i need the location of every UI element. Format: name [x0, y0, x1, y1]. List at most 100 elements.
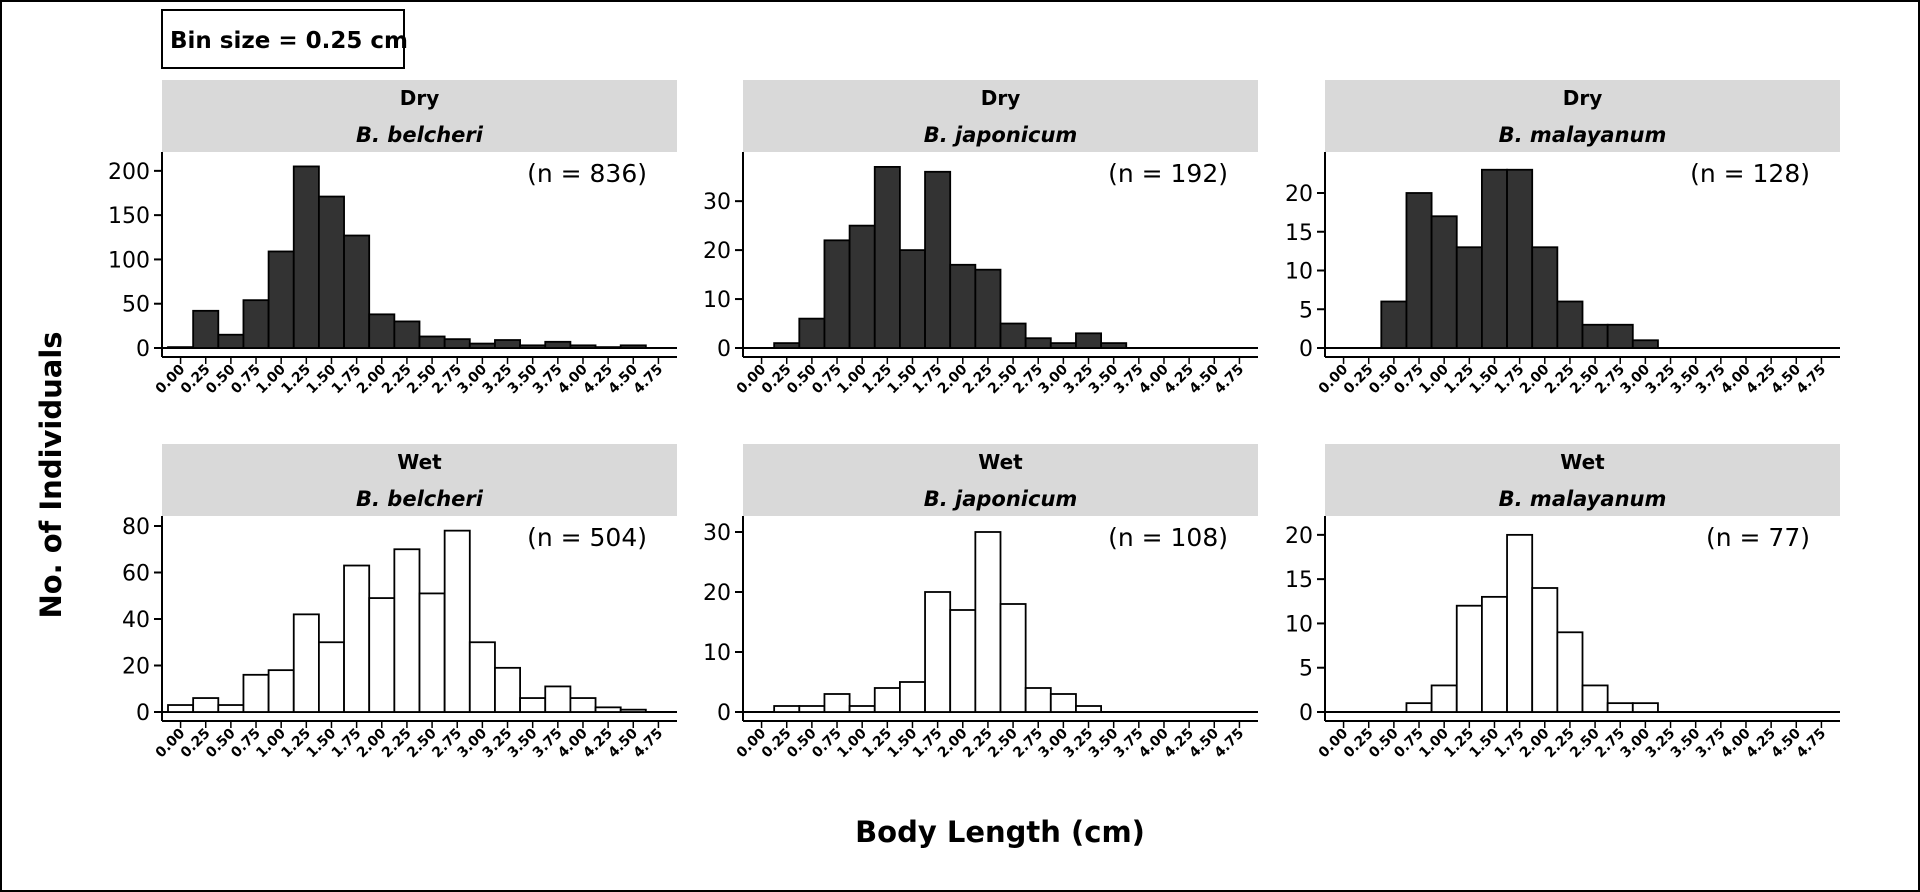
- bar: [1556, 300, 1584, 349]
- strip-species-bg: [162, 480, 677, 516]
- y-tick-label: 80: [122, 515, 150, 540]
- bar: [873, 165, 901, 349]
- bar: [418, 335, 446, 349]
- bar: [1481, 168, 1508, 349]
- y-tick-label: 10: [703, 288, 731, 313]
- bar: [242, 299, 270, 349]
- bar: [594, 346, 622, 349]
- strip-species-label: B. belcheri: [356, 123, 484, 147]
- sample-size-label: (n = 128): [1690, 159, 1810, 188]
- bar: [1556, 631, 1584, 713]
- y-tick-label: 0: [717, 701, 731, 726]
- bar: [1455, 604, 1483, 713]
- bar: [267, 669, 295, 713]
- x-tick-label: 4.75: [1794, 726, 1830, 762]
- bar: [619, 344, 647, 349]
- y-tick-label: 0: [1299, 701, 1313, 726]
- bar: [343, 564, 371, 713]
- sample-size-label: (n = 77): [1706, 523, 1810, 552]
- bar: [368, 597, 396, 713]
- strip-species-label: B. japonicum: [924, 487, 1078, 511]
- bar: [1430, 215, 1458, 349]
- strip-species-label: B. malayanum: [1499, 487, 1667, 511]
- bar: [317, 195, 345, 349]
- y-tick-label: 150: [108, 204, 150, 229]
- strip-species-label: B. japonicum: [924, 123, 1078, 147]
- bar: [1049, 693, 1077, 713]
- bar: [1100, 342, 1128, 349]
- y-tick-label: 10: [703, 641, 731, 666]
- bar: [468, 641, 496, 713]
- bar: [773, 342, 801, 349]
- bar: [1405, 702, 1433, 713]
- y-tick-label: 100: [108, 248, 150, 273]
- strip-species-bg: [743, 116, 1258, 152]
- bar: [1581, 323, 1609, 349]
- bar: [317, 641, 345, 713]
- bar: [1506, 533, 1534, 713]
- bar: [873, 687, 901, 713]
- bar: [368, 313, 396, 349]
- bar: [848, 705, 876, 713]
- bar: [519, 697, 547, 713]
- strip-condition-label: Dry: [400, 86, 440, 110]
- bar: [1430, 684, 1458, 713]
- bar: [217, 333, 245, 349]
- sample-size-label: (n = 836): [527, 159, 647, 188]
- y-tick-label: 10: [1285, 260, 1313, 285]
- y-tick-label: 20: [1285, 524, 1313, 549]
- bar: [1531, 587, 1559, 713]
- bar: [1581, 684, 1609, 713]
- strip-condition-bg: [743, 80, 1258, 116]
- bar: [569, 344, 597, 349]
- strip-condition-label: Dry: [981, 86, 1021, 110]
- strip-condition-bg: [1325, 444, 1840, 480]
- bar: [393, 320, 421, 349]
- bar: [494, 666, 522, 713]
- bar: [924, 170, 952, 349]
- x-tick-label: 4.75: [1212, 726, 1248, 762]
- y-tick-label: 0: [136, 701, 150, 726]
- y-tick-label: 0: [1299, 337, 1313, 362]
- bar: [217, 704, 245, 713]
- bin-size-box: [161, 9, 405, 69]
- bar: [1024, 337, 1052, 349]
- bar: [773, 705, 801, 713]
- bar: [569, 697, 597, 713]
- bar: [949, 609, 977, 713]
- bar: [1024, 687, 1052, 713]
- bar: [192, 697, 220, 713]
- y-tick-label: 30: [703, 190, 731, 215]
- bar: [393, 548, 421, 713]
- bar: [798, 317, 826, 349]
- bar: [544, 340, 572, 349]
- bar: [999, 603, 1027, 713]
- bar: [823, 239, 851, 349]
- y-tick-label: 10: [1285, 612, 1313, 637]
- bar: [1481, 595, 1508, 713]
- bar: [619, 708, 647, 713]
- bar: [949, 263, 977, 349]
- y-axis-title: No. of Individuals: [34, 331, 68, 618]
- bar: [798, 705, 826, 713]
- x-axis-title: Body Length (cm): [855, 815, 1145, 849]
- bar: [192, 309, 220, 349]
- y-tick-label: 60: [122, 562, 150, 587]
- sample-size-label: (n = 192): [1108, 159, 1228, 188]
- bar: [924, 591, 952, 713]
- strip-condition-label: Wet: [978, 450, 1023, 474]
- strip-condition-bg: [162, 80, 677, 116]
- bar: [443, 338, 471, 349]
- bar: [1606, 323, 1634, 349]
- strip-condition-bg: [743, 444, 1258, 480]
- x-tick-label: 4.75: [1212, 362, 1248, 398]
- bar: [468, 342, 496, 349]
- bar: [242, 673, 270, 713]
